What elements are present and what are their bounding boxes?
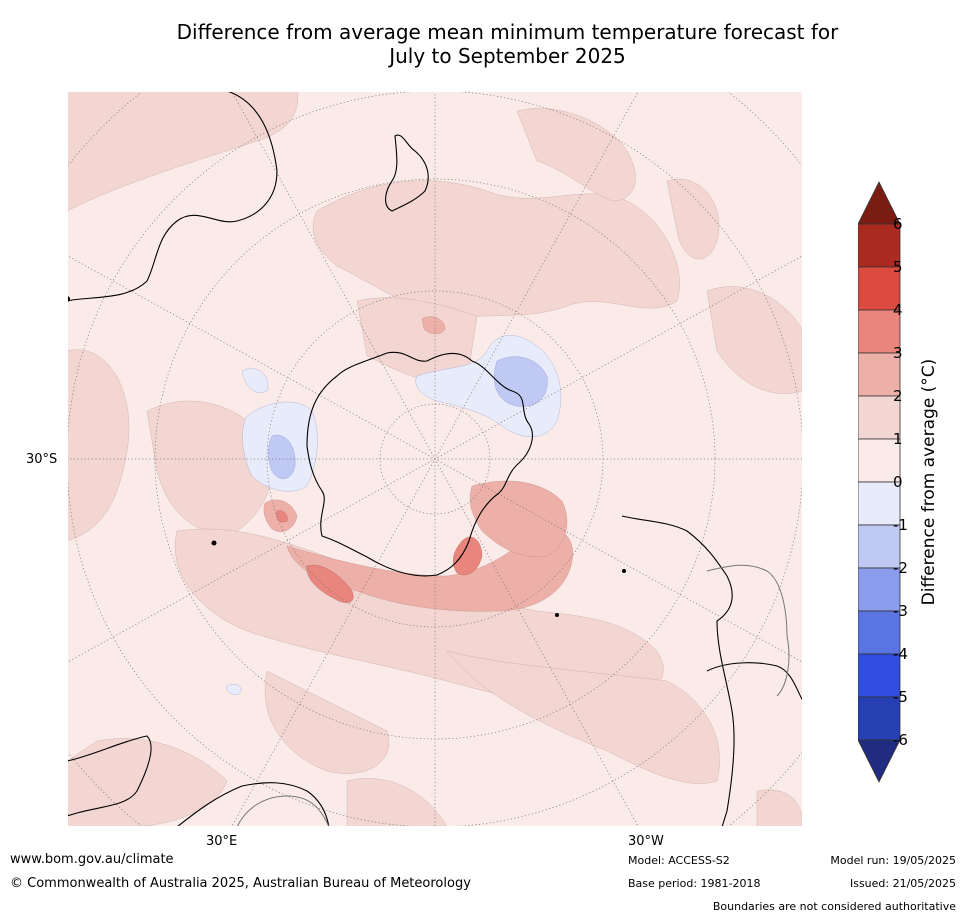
colorbar-tick-3: 3 <box>893 344 903 362</box>
graticule <box>67 91 803 827</box>
colorbar-tick-4: 4 <box>893 301 903 319</box>
lon-label-30w: 30°W <box>628 834 664 849</box>
footer-copyright: © Commonwealth of Australia 2025, Austra… <box>10 876 471 891</box>
colorbar-tick-m5: -5 <box>893 688 908 706</box>
colorbar <box>858 181 901 783</box>
colorbar-tick-5: 5 <box>893 258 903 276</box>
colorbar-tick-m3: -3 <box>893 602 908 620</box>
colorbar-tick-6: 6 <box>893 215 903 233</box>
colorbar-bin-m5-m4 <box>858 653 901 698</box>
colorbar-bin-5-6 <box>858 223 901 268</box>
colorbar-bin-1-2 <box>858 395 901 440</box>
lon-label-30e: 30°E <box>206 834 238 849</box>
colorbar-bin-m4-m3 <box>858 610 901 655</box>
title-line-2: July to September 2025 <box>389 44 626 68</box>
political-boundaries <box>236 564 790 827</box>
map-frame <box>67 91 803 827</box>
title-line-1: Difference from average mean minimum tem… <box>176 20 839 44</box>
map-title: Difference from average mean minimum tem… <box>0 20 965 68</box>
colorbar-extend-bottom <box>858 739 901 783</box>
colorbar-bin-3-4 <box>858 309 901 354</box>
colorbar-bin-m3-m2 <box>858 567 901 612</box>
colorbar-bin-m6-m5 <box>858 696 901 741</box>
colorbar-tick-1: 1 <box>893 430 903 448</box>
colorbar-title-text: Difference from average (°C) <box>919 358 939 606</box>
anomaly-2-3-regions <box>263 316 573 612</box>
colorbar-tick-m4: -4 <box>893 645 908 663</box>
map-canvas <box>67 91 803 827</box>
footer-model: Model: ACCESS-S2 <box>628 854 730 867</box>
anomaly-m2-m1-regions <box>268 356 548 479</box>
colorbar-bin-m2-m1 <box>858 524 901 569</box>
colorbar-bin-2-3 <box>858 352 901 397</box>
colorbar-tick-m1: -1 <box>893 516 908 534</box>
footer-issued: Issued: 21/05/2025 <box>849 877 956 890</box>
footer-disclaimer: Boundaries are not considered authoritat… <box>712 900 956 913</box>
lat-label-30s: 30°S <box>26 452 58 467</box>
coastlines <box>67 91 803 827</box>
colorbar-tick-m6: -6 <box>893 731 908 749</box>
footer-base-period: Base period: 1981-2018 <box>628 877 761 890</box>
footer-model-run: Model run: 19/05/2025 <box>830 854 956 867</box>
colorbar-tick-2: 2 <box>893 387 903 405</box>
anomaly-1-2-regions <box>67 91 803 827</box>
map-panel[interactable] <box>67 91 803 827</box>
colorbar-tick-m2: -2 <box>893 559 908 577</box>
colorbar-tick-0: 0 <box>893 473 903 491</box>
footer-website[interactable]: www.bom.gov.au/climate <box>10 852 174 867</box>
anomaly-3-4-regions <box>276 510 483 603</box>
